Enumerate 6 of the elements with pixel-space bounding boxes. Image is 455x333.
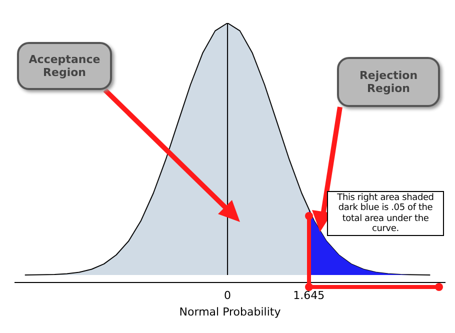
x-tick-label: 1.645 [293,289,325,302]
callout-box: Acceptance Region [17,42,112,90]
callout-box: Rejection Region [337,57,440,107]
x-axis-title: Normal Probability [179,305,282,318]
note-box: This right area shaded dark blue is .05 of the total area under the curve. [327,191,444,236]
x-tick-label: 0 [224,289,232,302]
